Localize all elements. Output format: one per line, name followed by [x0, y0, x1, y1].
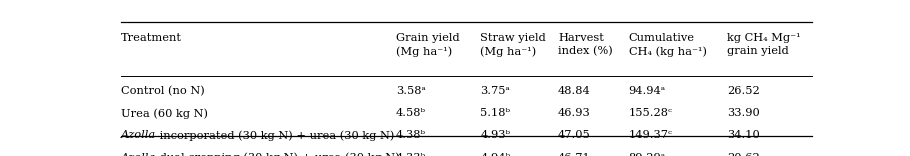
Text: Treatment: Treatment: [121, 33, 182, 43]
Text: 5.18ᵇ: 5.18ᵇ: [480, 108, 511, 118]
Text: 155.28ᶜ: 155.28ᶜ: [629, 108, 672, 118]
Text: 149.37ᶜ: 149.37ᶜ: [629, 130, 672, 140]
Text: Control (no N): Control (no N): [121, 86, 205, 96]
Text: Azolla: Azolla: [121, 153, 156, 156]
Text: 33.90: 33.90: [727, 108, 760, 118]
Text: 26.52: 26.52: [727, 86, 760, 96]
Text: 94.94ᵃ: 94.94ᵃ: [629, 86, 666, 96]
Text: Azolla: Azolla: [121, 130, 156, 140]
Text: 4.94ᵇ: 4.94ᵇ: [480, 153, 511, 156]
Text: Cumulative
CH₄ (kg ha⁻¹): Cumulative CH₄ (kg ha⁻¹): [629, 33, 706, 57]
Text: 20.62: 20.62: [727, 153, 760, 156]
Text: 3.75ᵃ: 3.75ᵃ: [480, 86, 511, 96]
Text: dual cropping (30 kg N) + urea (30 kg N): dual cropping (30 kg N) + urea (30 kg N): [156, 153, 399, 156]
Text: Grain yield
(Mg ha⁻¹): Grain yield (Mg ha⁻¹): [396, 33, 460, 57]
Text: Urea (60 kg N): Urea (60 kg N): [121, 108, 207, 119]
Text: 4.33ᵇ: 4.33ᵇ: [396, 153, 426, 156]
Text: 46.93: 46.93: [558, 108, 591, 118]
Text: 47.05: 47.05: [558, 130, 591, 140]
Text: 34.10: 34.10: [727, 130, 760, 140]
Text: kg CH₄ Mg⁻¹
grain yield: kg CH₄ Mg⁻¹ grain yield: [727, 33, 801, 56]
Text: 46.71: 46.71: [558, 153, 591, 156]
Text: Straw yield
(Mg ha⁻¹): Straw yield (Mg ha⁻¹): [480, 33, 546, 57]
Text: Harvest
index (%): Harvest index (%): [558, 33, 612, 56]
Text: 4.93ᵇ: 4.93ᵇ: [480, 130, 511, 140]
Text: 89.29ᵃ: 89.29ᵃ: [629, 153, 666, 156]
Text: incorporated (30 kg N) + urea (30 kg N): incorporated (30 kg N) + urea (30 kg N): [156, 130, 394, 141]
Text: 48.84: 48.84: [558, 86, 591, 96]
Text: 3.58ᵃ: 3.58ᵃ: [396, 86, 426, 96]
Text: 4.38ᵇ: 4.38ᵇ: [396, 130, 426, 140]
Text: 4.58ᵇ: 4.58ᵇ: [396, 108, 426, 118]
